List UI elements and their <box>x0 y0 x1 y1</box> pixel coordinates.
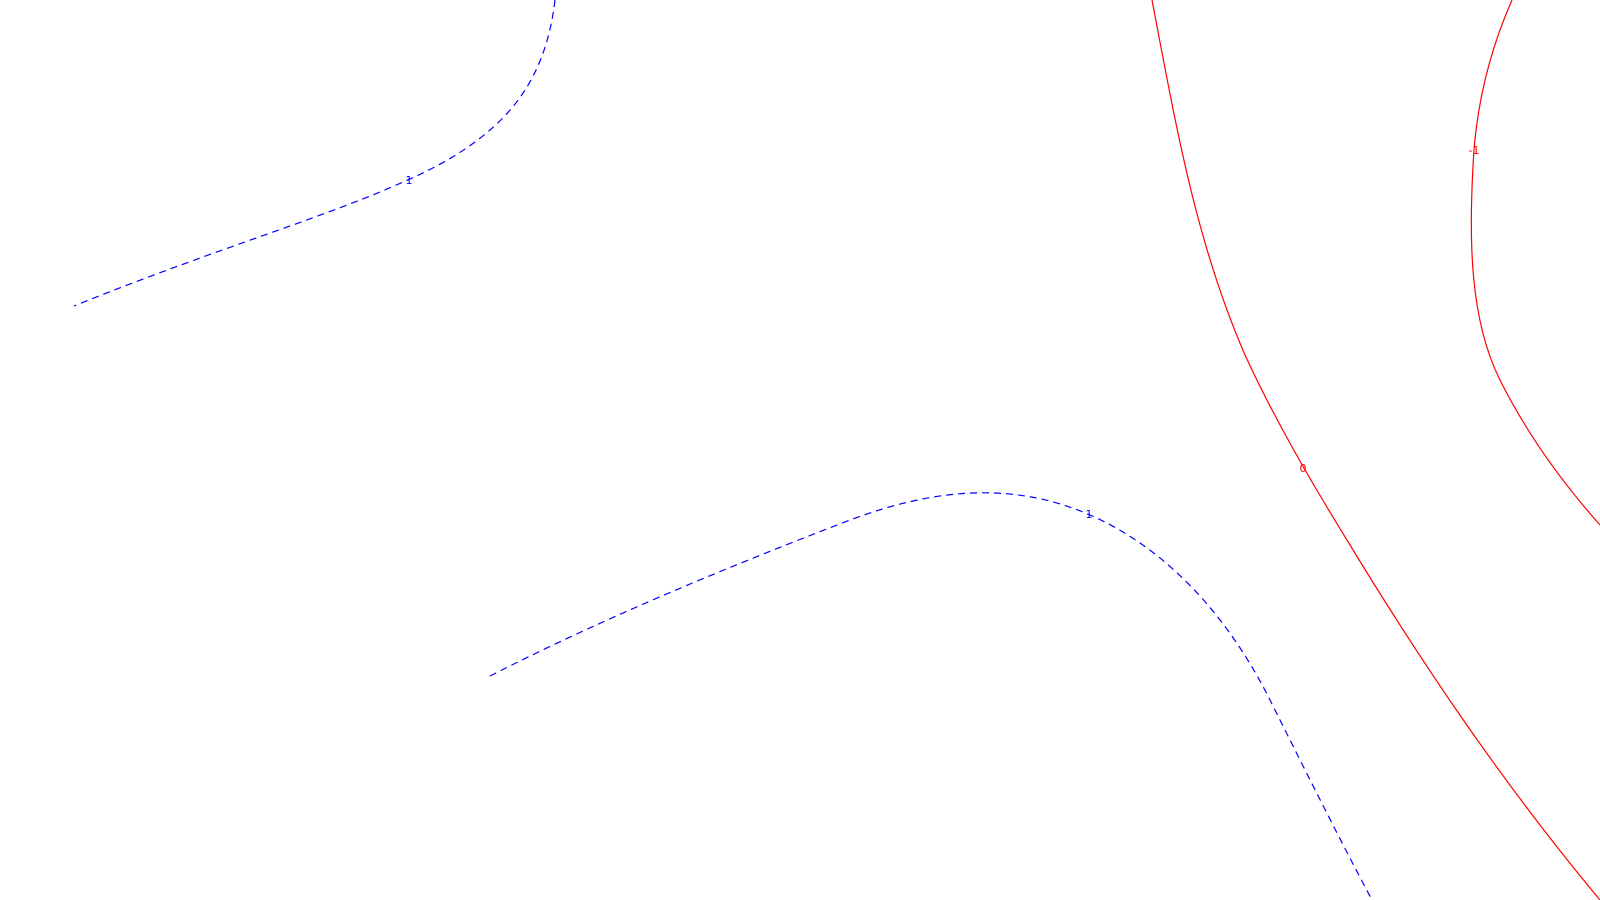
contour-line-center <box>489 492 1373 900</box>
contour-line-zero <box>1151 0 1600 900</box>
contour-label-upper-left: 1 <box>406 174 413 187</box>
contour-label-center: 1 <box>1086 508 1093 521</box>
contour-label-right: -1 <box>1469 144 1480 157</box>
contour-label-zero: 0 <box>1300 462 1307 475</box>
contour-line-upper-left <box>73 0 556 307</box>
contour-line-right <box>1470 0 1600 526</box>
